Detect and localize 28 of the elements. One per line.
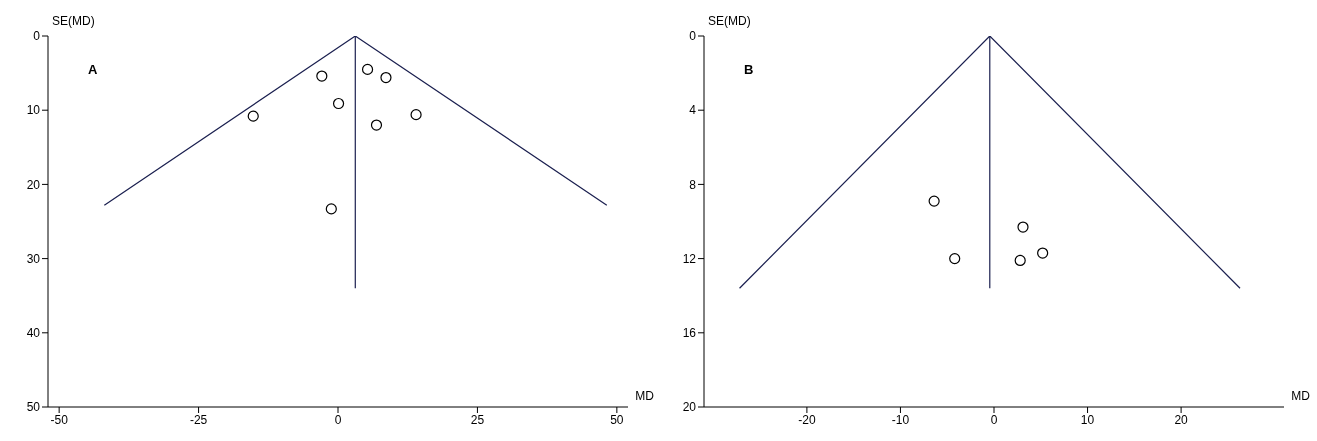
x-tick-label: 10 (1080, 412, 1095, 427)
y-tick-label: 20 (26, 177, 41, 192)
y-axis-title: SE(MD) (708, 14, 751, 28)
x-tick-label: -50 (50, 412, 69, 427)
x-axis-title: MD (635, 389, 654, 403)
x-tick-label: -20 (798, 412, 816, 427)
x-tick-label: 20 (1174, 412, 1189, 427)
annotation: A (88, 62, 98, 77)
y-tick-label: 10 (26, 103, 41, 118)
y-tick-label: 0 (689, 29, 697, 44)
x-tick-label: -25 (189, 412, 208, 427)
x-tick-label: 25 (470, 412, 485, 427)
x-axis-title: MD (1291, 389, 1310, 403)
y-tick-label: 30 (26, 251, 41, 266)
y-tick-label: 0 (33, 29, 41, 44)
x-tick-label: 0 (334, 412, 342, 427)
y-axis-title: SE(MD) (52, 14, 95, 28)
x-tick-label: -10 (891, 412, 910, 427)
annotation: B (744, 62, 754, 77)
y-tick-label: 4 (689, 103, 697, 118)
x-tick-label: 50 (610, 412, 624, 427)
y-tick-label: 50 (26, 400, 41, 415)
y-tick-label: 12 (682, 251, 697, 266)
y-tick-label: 20 (682, 400, 697, 415)
y-tick-label: 16 (682, 326, 697, 341)
x-tick-label: 0 (990, 412, 998, 427)
y-tick-label: 8 (689, 177, 697, 192)
y-tick-label: 40 (26, 326, 41, 341)
